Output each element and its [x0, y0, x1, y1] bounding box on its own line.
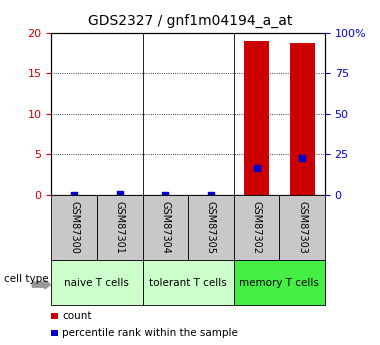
Bar	[234, 195, 279, 260]
Text: GSM87305: GSM87305	[206, 201, 216, 254]
Bar	[51, 260, 142, 305]
Text: GSM87303: GSM87303	[297, 201, 307, 254]
Point	[71, 192, 77, 198]
Text: naive T cells: naive T cells	[65, 278, 129, 288]
Bar	[51, 195, 97, 260]
Text: count: count	[62, 311, 92, 321]
Text: tolerant T cells: tolerant T cells	[149, 278, 227, 288]
Text: memory T cells: memory T cells	[239, 278, 319, 288]
Bar	[290, 42, 315, 195]
Bar	[142, 260, 234, 305]
Bar	[188, 195, 234, 260]
Point	[253, 165, 260, 171]
Text: GDS2327 / gnf1m04194_a_at: GDS2327 / gnf1m04194_a_at	[88, 14, 292, 28]
Text: GSM87302: GSM87302	[252, 201, 261, 254]
Text: cell type: cell type	[4, 274, 48, 284]
Bar	[279, 195, 325, 260]
Bar	[97, 195, 142, 260]
Bar	[142, 195, 188, 260]
Point	[208, 192, 214, 198]
Text: GSM87301: GSM87301	[115, 201, 125, 254]
Point	[162, 192, 168, 198]
Point	[117, 191, 123, 196]
Bar	[244, 41, 269, 195]
Point	[299, 155, 305, 160]
Text: GSM87300: GSM87300	[69, 201, 79, 254]
Text: GSM87304: GSM87304	[160, 201, 170, 254]
Bar	[234, 260, 325, 305]
Text: percentile rank within the sample: percentile rank within the sample	[62, 328, 238, 338]
